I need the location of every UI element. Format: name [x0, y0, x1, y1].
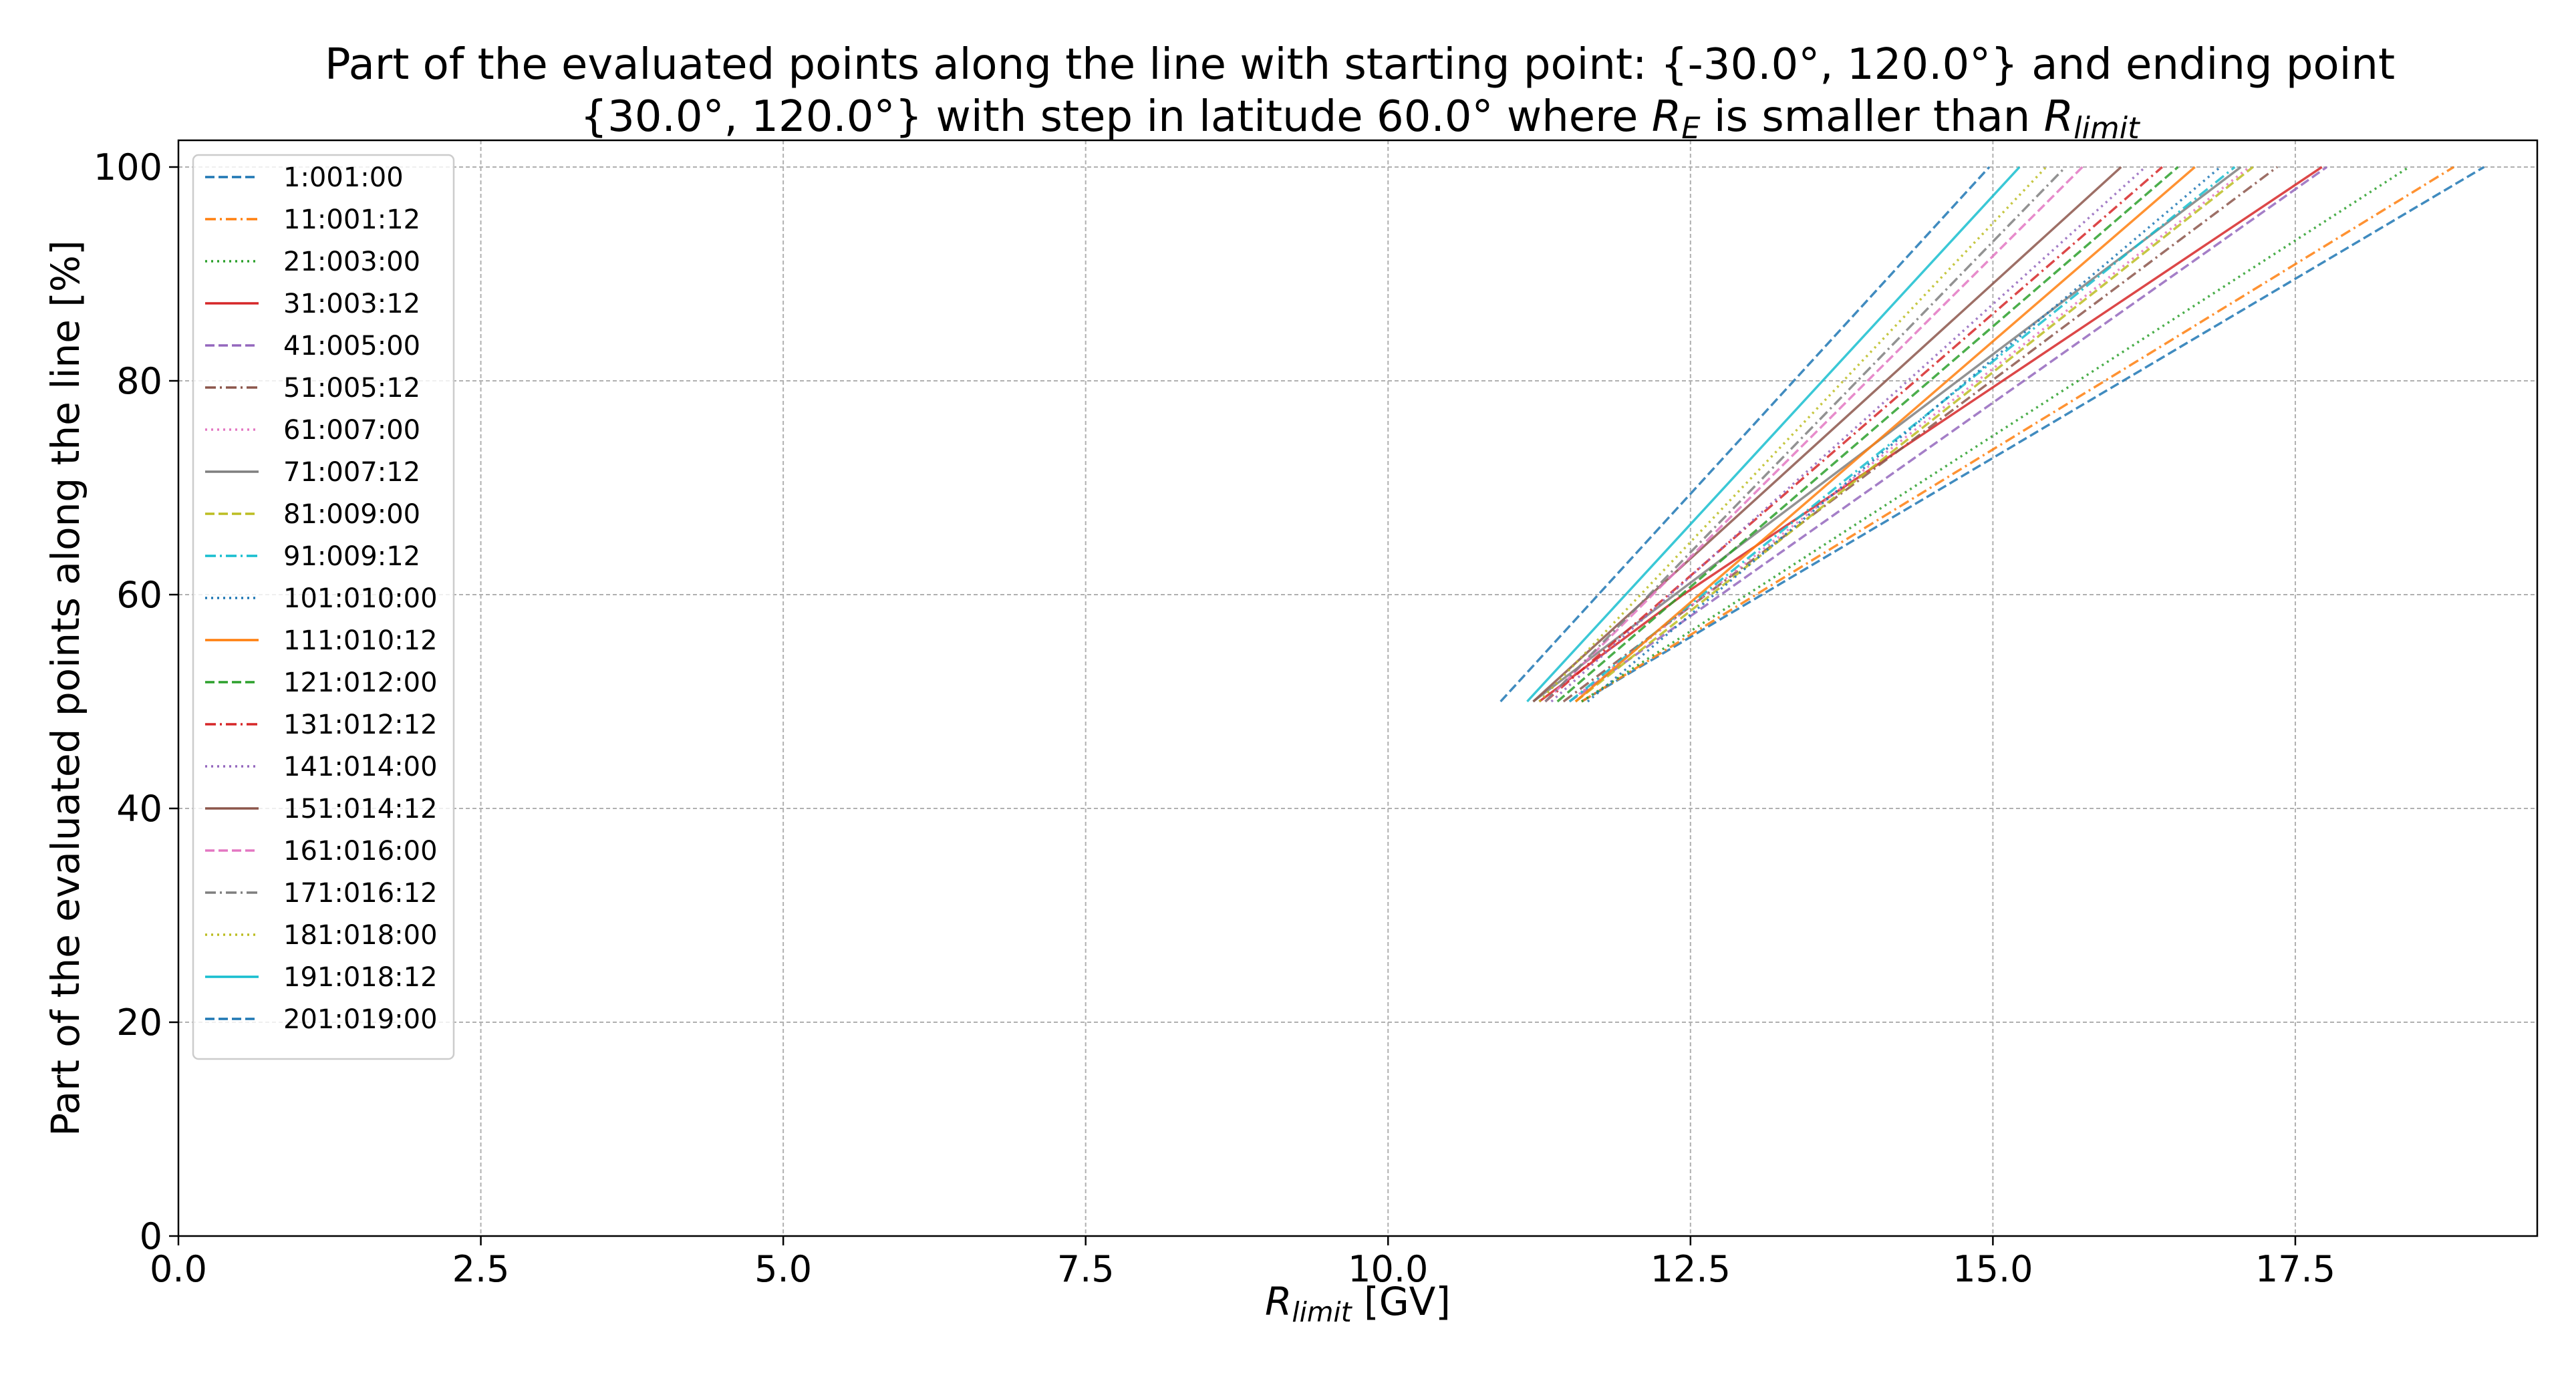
- legend-label: 61:007:00: [283, 415, 420, 446]
- text-segment: [GV]: [1352, 1279, 1451, 1324]
- series-line: [1538, 166, 2323, 703]
- x-tick-label: 2.5: [452, 1248, 510, 1290]
- legend-label: 31:003:12: [283, 289, 420, 319]
- series-line: [1556, 166, 2179, 703]
- series-line: [1562, 166, 2278, 703]
- legend-label: 131:012:12: [283, 710, 438, 740]
- series-line: [1532, 166, 2122, 703]
- text-segment: R: [1652, 92, 1681, 142]
- y-tick-label: 100: [94, 146, 162, 188]
- series-line: [1568, 166, 2236, 703]
- y-tick-label: 40: [116, 788, 162, 830]
- series-line: [1581, 166, 2485, 703]
- legend-label: 181:018:00: [283, 920, 438, 951]
- series-line: [1568, 166, 2328, 703]
- y-tick-label: 0: [140, 1215, 162, 1257]
- legend-label: 41:005:00: [283, 331, 420, 361]
- legend-label: 121:012:00: [283, 667, 438, 698]
- legend-label: 161:016:00: [283, 836, 438, 867]
- chart-title: Part of the evaluated points along the l…: [325, 40, 2395, 90]
- legend-label: 21:003:00: [283, 247, 420, 277]
- text-segment: Part of the evaluated points along the l…: [325, 40, 2395, 90]
- legend-label: 191:018:12: [283, 962, 438, 993]
- legend-label: 51:005:12: [283, 373, 420, 404]
- series-line: [1499, 166, 1991, 703]
- x-tick-label: 17.5: [2255, 1248, 2335, 1290]
- legend-label: 201:019:00: [283, 1004, 438, 1035]
- legend-label: 101:010:00: [283, 583, 438, 614]
- legend-label: 151:014:12: [283, 794, 438, 824]
- legend-label: 91:009:12: [283, 541, 420, 572]
- legend-box: [192, 154, 455, 1060]
- legend-label: 111:010:12: [283, 625, 438, 656]
- legend-label: 141:014:00: [283, 752, 438, 782]
- legend-label: 11:001:12: [283, 204, 420, 235]
- chart-title: {30.0°, 120.0°} with step in latitude 60…: [580, 92, 2140, 146]
- y-tick-label: 20: [116, 1002, 162, 1044]
- series-line: [1574, 166, 2254, 703]
- series-line: [1538, 166, 2047, 703]
- text-segment: limit: [1292, 1296, 1352, 1328]
- series-line: [1550, 166, 2146, 703]
- series-line: [1526, 166, 2021, 703]
- x-tick-label: 12.5: [1651, 1248, 1731, 1290]
- series-line: [1544, 166, 2084, 703]
- legend-label: 81:009:00: [283, 499, 420, 530]
- x-tick-label: 0.0: [150, 1248, 207, 1290]
- x-axis-label: Rlimit [GV]: [1265, 1279, 1451, 1328]
- legend-label: 71:007:12: [283, 457, 420, 488]
- plot-frame: [177, 139, 2539, 1237]
- x-tick-label: 15.0: [1953, 1248, 2033, 1290]
- series-line: [1544, 166, 2067, 703]
- text-segment: is smaller than: [1701, 92, 2044, 142]
- x-tick-label: 5.0: [754, 1248, 812, 1290]
- y-tick-label: 60: [116, 574, 162, 616]
- text-segment: R: [2044, 92, 2073, 142]
- legend-label: 171:016:12: [283, 878, 438, 909]
- series-line: [1580, 166, 2455, 703]
- y-tick-label: 80: [116, 360, 162, 402]
- x-tick-label: 7.5: [1057, 1248, 1115, 1290]
- series-line: [1580, 166, 2410, 703]
- y-axis-label: Part of the evaluated points along the l…: [43, 240, 88, 1136]
- x-tick-label: 10.0: [1348, 1248, 1428, 1290]
- text-segment: R: [1265, 1279, 1292, 1324]
- text-segment: {30.0°, 120.0°} with step in latitude 60…: [580, 92, 1651, 142]
- legend-label: 1:001:00: [283, 162, 404, 193]
- series-line: [1574, 166, 2196, 703]
